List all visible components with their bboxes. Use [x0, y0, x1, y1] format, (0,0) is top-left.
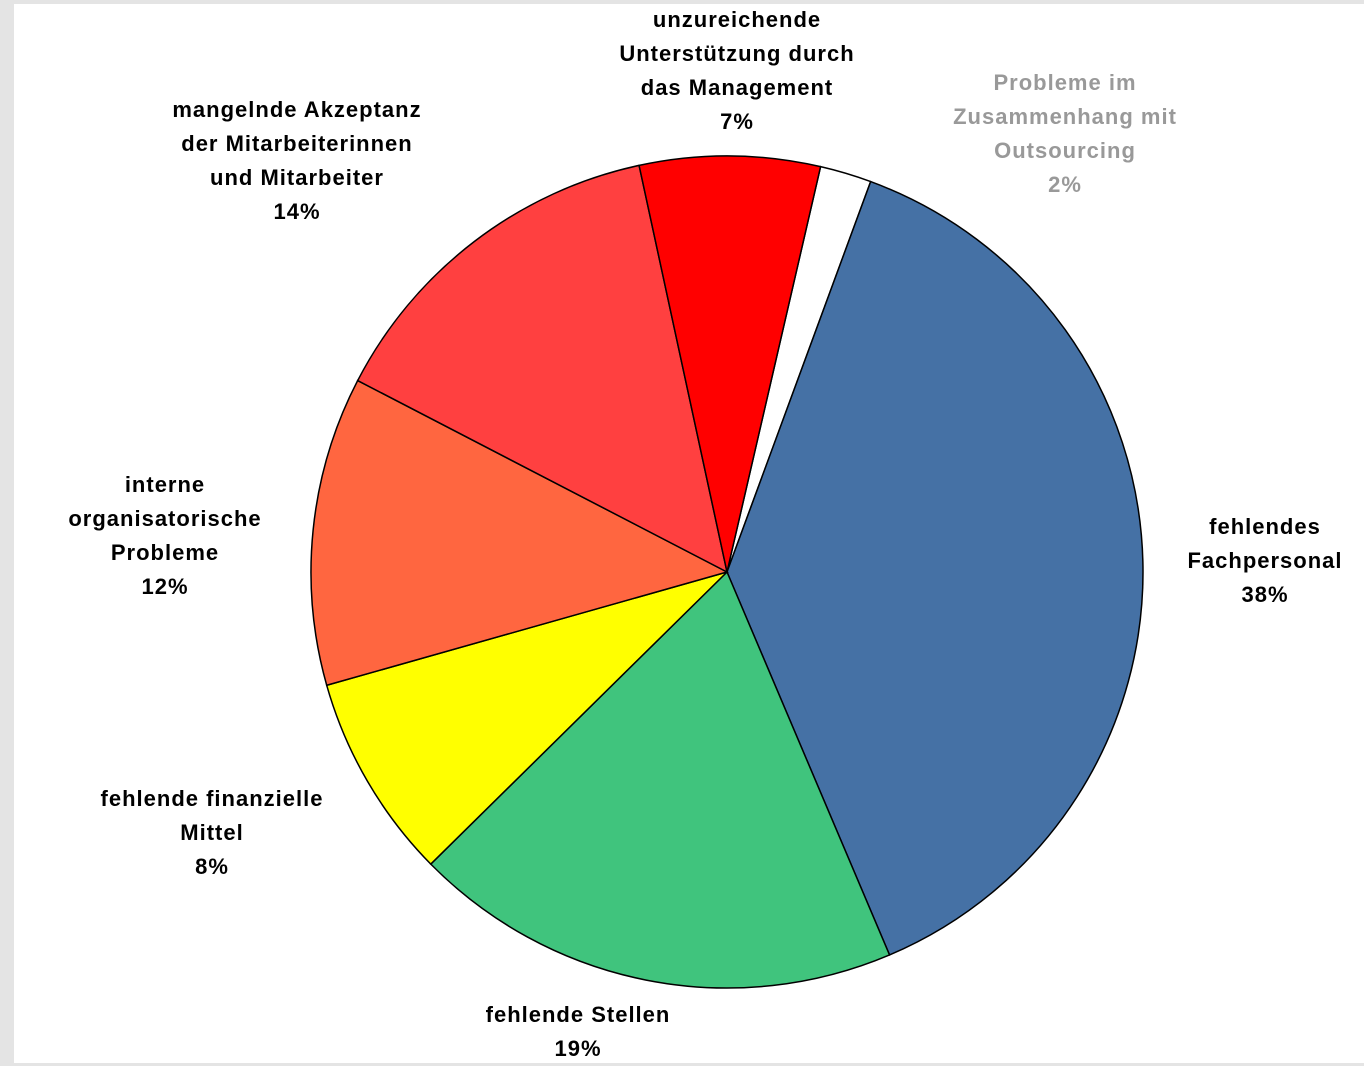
value-label: 2%	[1048, 172, 1082, 197]
pie-slice	[638, 155, 822, 573]
slice-label: unzureichende Unterstützung durch das Ma…	[537, 3, 937, 139]
slice-label: fehlendes Fachpersonal 38%	[1065, 510, 1364, 612]
value-label: 38%	[1241, 582, 1289, 607]
slice-label: fehlende finanzielle Mittel 8%	[12, 782, 412, 884]
value-label: 8%	[195, 854, 229, 879]
pie-slice	[726, 180, 1144, 956]
pie-slice	[429, 570, 891, 989]
category-label: unzureichende Unterstützung durch das Ma…	[619, 7, 855, 100]
value-label: 7%	[720, 109, 754, 134]
value-label: 12%	[141, 574, 189, 599]
category-label: mangelnde Akzeptanz der Mitarbeiterinnen…	[172, 97, 422, 190]
slice-label: fehlende Stellen 19%	[378, 998, 778, 1066]
category-label: fehlende Stellen	[485, 1002, 671, 1027]
category-label: fehlende finanzielle Mittel	[100, 786, 324, 845]
slice-label: mangelnde Akzeptanz der Mitarbeiterinnen…	[97, 93, 497, 229]
value-label: 19%	[554, 1036, 602, 1061]
pie-slice	[325, 571, 728, 866]
category-label: Probleme im Zusammenhang mit Outsourcing	[953, 70, 1177, 163]
pie-slice	[310, 379, 730, 687]
category-label: fehlendes Fachpersonal	[1187, 514, 1343, 573]
value-label: 14%	[273, 199, 321, 224]
pie-slice	[356, 164, 729, 574]
slice-label: interne organisatorische Probleme 12%	[0, 468, 365, 604]
slice-label: Probleme im Zusammenhang mit Outsourcing…	[865, 66, 1265, 202]
category-label: interne organisatorische Probleme	[68, 472, 262, 565]
